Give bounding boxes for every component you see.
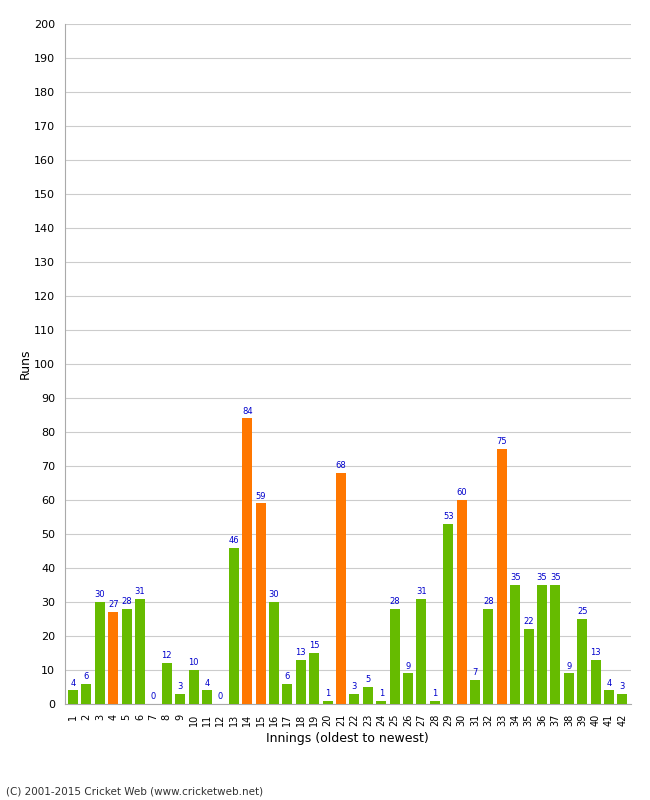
Text: 3: 3 — [352, 682, 357, 691]
Bar — [484, 609, 493, 704]
Text: 13: 13 — [296, 648, 306, 657]
Text: 4: 4 — [204, 678, 210, 688]
Bar — [309, 653, 319, 704]
Text: 35: 35 — [550, 574, 561, 582]
Bar — [242, 418, 252, 704]
Text: 9: 9 — [566, 662, 571, 670]
Bar — [537, 585, 547, 704]
Text: 7: 7 — [473, 669, 478, 678]
Text: 35: 35 — [537, 574, 547, 582]
Bar — [81, 683, 92, 704]
Text: 6: 6 — [285, 672, 290, 681]
Text: 12: 12 — [162, 651, 172, 661]
Text: 1: 1 — [325, 689, 330, 698]
Text: 28: 28 — [122, 597, 132, 606]
Text: 35: 35 — [510, 574, 521, 582]
Text: 4: 4 — [70, 678, 75, 688]
Bar — [417, 598, 426, 704]
Text: 30: 30 — [94, 590, 105, 599]
Bar — [95, 602, 105, 704]
Text: 3: 3 — [619, 682, 625, 691]
Text: 4: 4 — [606, 678, 612, 688]
Text: 15: 15 — [309, 642, 320, 650]
Text: 13: 13 — [590, 648, 601, 657]
Bar — [389, 609, 400, 704]
Bar — [443, 524, 453, 704]
Text: 0: 0 — [218, 692, 223, 702]
Text: 30: 30 — [268, 590, 280, 599]
Text: 53: 53 — [443, 512, 454, 521]
Bar — [108, 612, 118, 704]
Bar — [524, 629, 534, 704]
Y-axis label: Runs: Runs — [18, 349, 31, 379]
Text: (C) 2001-2015 Cricket Web (www.cricketweb.net): (C) 2001-2015 Cricket Web (www.cricketwe… — [6, 786, 264, 796]
Bar — [269, 602, 279, 704]
Bar — [591, 660, 601, 704]
Text: 31: 31 — [416, 587, 427, 596]
Text: 25: 25 — [577, 607, 588, 616]
Bar — [229, 547, 239, 704]
Bar — [188, 670, 199, 704]
Text: 9: 9 — [406, 662, 411, 670]
Text: 31: 31 — [135, 587, 146, 596]
Bar — [497, 449, 507, 704]
Bar — [618, 694, 627, 704]
Bar — [564, 674, 574, 704]
Text: 3: 3 — [177, 682, 183, 691]
Text: 1: 1 — [432, 689, 437, 698]
Text: 75: 75 — [497, 438, 507, 446]
Bar — [430, 701, 440, 704]
Bar — [604, 690, 614, 704]
Bar — [376, 701, 386, 704]
Bar — [457, 500, 467, 704]
Bar — [350, 694, 359, 704]
Text: 22: 22 — [523, 618, 534, 626]
Bar — [255, 503, 266, 704]
Bar — [135, 598, 145, 704]
Text: 0: 0 — [151, 692, 156, 702]
Text: 59: 59 — [255, 492, 266, 501]
Text: 27: 27 — [108, 601, 118, 610]
Text: 1: 1 — [379, 689, 384, 698]
Text: 46: 46 — [229, 536, 239, 545]
Bar — [577, 619, 588, 704]
Bar — [202, 690, 212, 704]
Bar — [176, 694, 185, 704]
Bar — [322, 701, 333, 704]
Bar — [551, 585, 560, 704]
Bar — [510, 585, 520, 704]
Bar — [68, 690, 78, 704]
Bar — [282, 683, 293, 704]
Bar — [470, 680, 480, 704]
Text: 60: 60 — [456, 488, 467, 498]
Bar — [403, 674, 413, 704]
Text: 28: 28 — [483, 597, 494, 606]
Text: 84: 84 — [242, 406, 253, 416]
Text: 68: 68 — [335, 461, 346, 470]
Text: 10: 10 — [188, 658, 199, 667]
Text: 5: 5 — [365, 675, 370, 684]
Bar — [296, 660, 306, 704]
Text: 6: 6 — [84, 672, 89, 681]
Bar — [363, 687, 373, 704]
Bar — [162, 663, 172, 704]
Text: 28: 28 — [389, 597, 400, 606]
X-axis label: Innings (oldest to newest): Innings (oldest to newest) — [266, 732, 429, 745]
Bar — [122, 609, 132, 704]
Bar — [336, 473, 346, 704]
